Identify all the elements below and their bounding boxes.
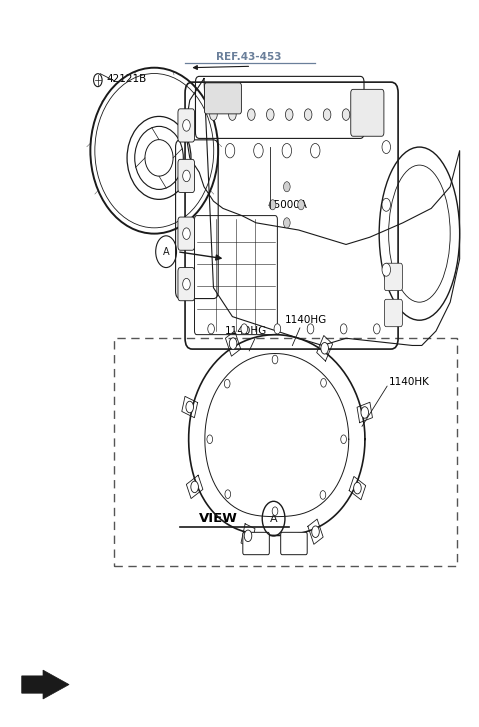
Circle shape [244,530,252,542]
Circle shape [341,435,346,443]
FancyBboxPatch shape [351,89,384,136]
Circle shape [266,109,274,121]
Circle shape [342,109,350,121]
Circle shape [285,109,293,121]
Text: 1140HG: 1140HG [225,326,268,336]
Circle shape [320,491,326,499]
Circle shape [307,324,314,334]
FancyBboxPatch shape [384,263,402,291]
Circle shape [93,73,102,87]
Circle shape [224,379,230,388]
Circle shape [298,200,304,210]
Circle shape [182,170,190,182]
Circle shape [241,324,248,334]
Circle shape [186,401,194,413]
FancyBboxPatch shape [178,109,194,142]
FancyBboxPatch shape [205,83,241,114]
Circle shape [182,228,190,239]
Circle shape [208,324,215,334]
Text: VIEW: VIEW [199,512,238,525]
Circle shape [312,526,319,537]
Circle shape [323,109,331,121]
Text: 42121B: 42121B [107,73,147,84]
Text: A: A [270,513,277,523]
Circle shape [320,379,326,387]
Circle shape [341,324,347,334]
Text: 1140HG: 1140HG [285,316,327,325]
FancyBboxPatch shape [384,300,402,326]
Circle shape [225,490,230,499]
Circle shape [191,481,198,493]
Circle shape [321,342,329,354]
Circle shape [207,435,213,443]
Circle shape [284,182,290,192]
FancyBboxPatch shape [243,532,269,555]
Circle shape [182,278,190,290]
Circle shape [229,338,237,350]
Circle shape [304,109,312,121]
Text: A: A [163,246,170,257]
FancyBboxPatch shape [178,159,194,193]
Circle shape [254,143,263,158]
Circle shape [269,200,276,210]
Circle shape [310,143,320,158]
Circle shape [382,263,390,276]
Circle shape [374,324,380,334]
FancyBboxPatch shape [178,268,194,301]
Polygon shape [22,670,69,699]
Circle shape [272,507,278,515]
Circle shape [382,198,390,212]
Circle shape [282,143,292,158]
Circle shape [354,482,361,494]
Circle shape [182,120,190,131]
Circle shape [361,406,368,418]
Circle shape [248,109,255,121]
Circle shape [210,109,217,121]
Text: FR.: FR. [36,680,57,689]
Circle shape [274,324,281,334]
Text: 45000A: 45000A [268,200,308,210]
FancyBboxPatch shape [281,532,307,555]
Circle shape [382,140,390,153]
Circle shape [228,109,236,121]
Text: 1140HK: 1140HK [388,377,430,387]
FancyBboxPatch shape [178,217,194,250]
Circle shape [272,356,278,364]
Circle shape [225,143,235,158]
Text: REF.43-453: REF.43-453 [216,52,282,62]
Circle shape [284,218,290,228]
